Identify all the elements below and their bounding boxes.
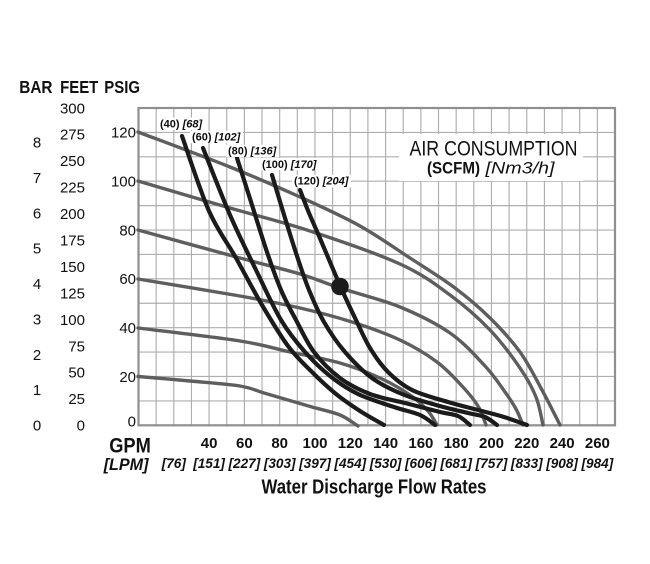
- svg-text:0: 0: [33, 418, 41, 435]
- svg-text:8: 8: [33, 135, 41, 152]
- svg-text:4: 4: [33, 276, 41, 293]
- svg-text:240: 240: [550, 435, 575, 452]
- svg-text:300: 300: [60, 100, 85, 117]
- svg-text:Water Discharge Flow Rates: Water Discharge Flow Rates: [262, 477, 487, 499]
- svg-text:AIR CONSUMPTION: AIR CONSUMPTION: [410, 138, 578, 161]
- svg-text:125: 125: [60, 285, 85, 302]
- svg-text:60: 60: [236, 435, 253, 452]
- svg-text:100: 100: [60, 312, 85, 329]
- svg-text:[984]: [984]: [581, 456, 614, 471]
- svg-text:7: 7: [33, 170, 41, 187]
- svg-text:1: 1: [33, 382, 41, 399]
- svg-text:[833]: [833]: [510, 456, 543, 471]
- svg-text:250: 250: [60, 153, 85, 170]
- svg-text:[151]: [151]: [192, 456, 225, 471]
- svg-text:150: 150: [60, 259, 85, 276]
- svg-text:120: 120: [338, 435, 363, 452]
- svg-text:[530]: [530]: [369, 456, 402, 471]
- svg-text:100: 100: [302, 435, 327, 452]
- svg-text:225: 225: [60, 180, 85, 197]
- svg-text:(120) [204]: (120) [204]: [294, 176, 349, 188]
- svg-text:60: 60: [119, 271, 136, 288]
- svg-text:[908]: [908]: [545, 456, 578, 471]
- svg-text:175: 175: [60, 233, 85, 250]
- svg-text:[397]: [397]: [298, 456, 331, 471]
- svg-text:[227]: [227]: [228, 456, 261, 471]
- svg-text:260: 260: [585, 435, 610, 452]
- svg-text:[681]: [681]: [439, 456, 472, 471]
- svg-text:120: 120: [111, 125, 136, 142]
- svg-text:140: 140: [373, 435, 398, 452]
- svg-text:(100) [170]: (100) [170]: [262, 159, 317, 171]
- svg-text:[454]: [454]: [333, 456, 366, 471]
- svg-text:[Nm3/h]: [Nm3/h]: [484, 159, 556, 178]
- svg-text:6: 6: [33, 205, 41, 222]
- svg-text:275: 275: [60, 127, 85, 144]
- svg-text:75: 75: [68, 338, 85, 355]
- svg-text:80: 80: [119, 222, 136, 239]
- svg-text:50: 50: [68, 365, 85, 382]
- svg-text:[757]: [757]: [475, 456, 508, 471]
- svg-text:20: 20: [119, 369, 136, 386]
- svg-text:(40) [68]: (40) [68]: [160, 118, 203, 130]
- svg-text:(SCFM): (SCFM): [427, 159, 480, 178]
- svg-text:0: 0: [77, 418, 85, 435]
- svg-text:FEET: FEET: [60, 77, 98, 97]
- svg-text:25: 25: [68, 391, 85, 408]
- svg-text:2: 2: [33, 347, 41, 364]
- svg-text:200: 200: [60, 206, 85, 223]
- svg-text:[76]: [76]: [161, 456, 187, 471]
- svg-text:40: 40: [201, 435, 218, 452]
- svg-text:(80) [136]: (80) [136]: [228, 146, 277, 158]
- svg-text:0: 0: [128, 413, 136, 430]
- svg-text:160: 160: [408, 435, 433, 452]
- svg-text:40: 40: [119, 320, 136, 337]
- svg-text:GPM: GPM: [109, 435, 151, 458]
- svg-text:5: 5: [33, 241, 41, 258]
- svg-text:200: 200: [479, 435, 504, 452]
- svg-text:[606]: [606]: [404, 456, 437, 471]
- svg-text:220: 220: [514, 435, 539, 452]
- svg-text:180: 180: [444, 435, 469, 452]
- svg-text:80: 80: [271, 435, 288, 452]
- svg-text:(60) [102]: (60) [102]: [192, 132, 241, 144]
- svg-text:BAR: BAR: [19, 77, 53, 97]
- svg-text:PSIG: PSIG: [104, 77, 140, 97]
- svg-text:[LPM]: [LPM]: [103, 456, 149, 474]
- svg-text:100: 100: [111, 174, 136, 191]
- svg-text:[303]: [303]: [263, 456, 296, 471]
- svg-text:3: 3: [33, 311, 41, 328]
